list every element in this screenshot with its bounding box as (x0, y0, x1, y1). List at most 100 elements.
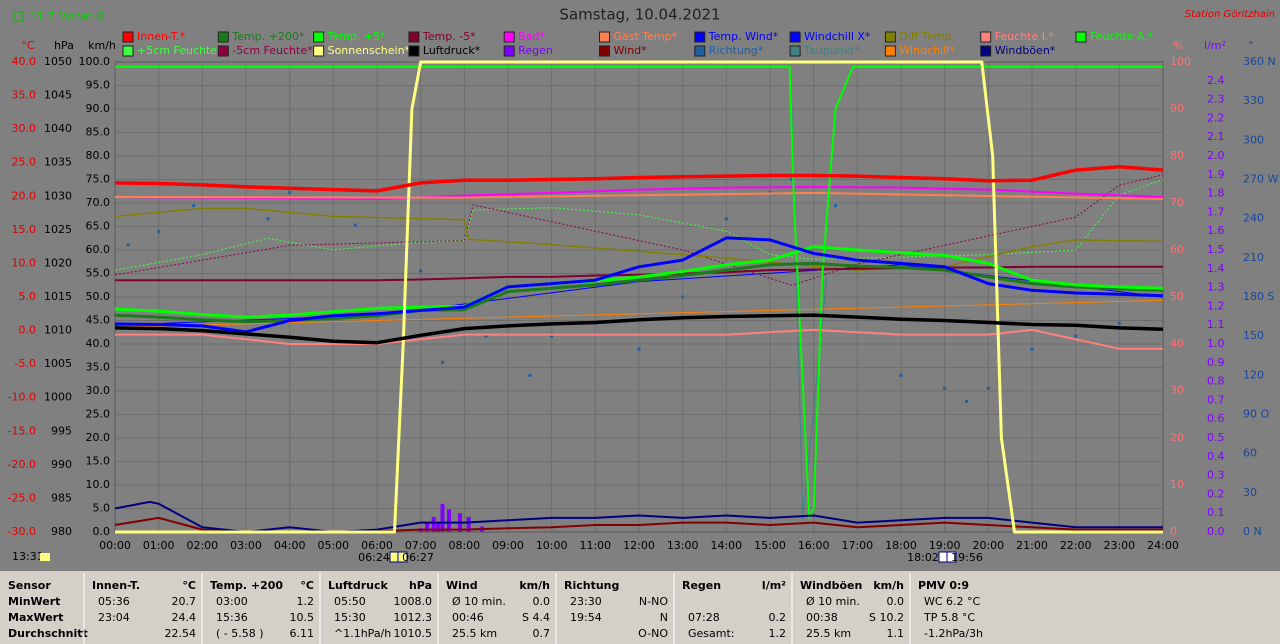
y-tick-label: 65.0 (86, 220, 111, 233)
legend-label: Temp. +200* (231, 30, 305, 43)
y-tick-label: 0.5 (1207, 431, 1225, 444)
y-tick-label: -20.0 (8, 458, 36, 471)
direction-dot (1074, 334, 1078, 338)
y-tick-label: 10.0 (86, 478, 111, 491)
table-cell: TP 5.8 °C (923, 611, 975, 624)
y-tick-label: 10.0 (12, 256, 37, 269)
direction-dot (288, 191, 292, 195)
x-tick-label: 15:00 (754, 539, 786, 552)
direction-dot (266, 217, 270, 221)
y-tick-label: 15.0 (86, 455, 111, 468)
table-header: PMV 0:9 (918, 579, 969, 592)
y-tick-label: 0.4 (1207, 450, 1225, 463)
y-tick-label: -15.0 (8, 424, 36, 437)
y-tick-label: 5.0 (19, 290, 37, 303)
table-unit: l/m² (762, 579, 786, 592)
legend-label: Temp. +5* (327, 30, 387, 43)
y-tick-label: 0.3 (1207, 469, 1225, 482)
y-tick-label: 1050 (44, 55, 72, 68)
series-line (114, 236, 1164, 334)
table-cell: 05:50 (334, 595, 366, 608)
y-tick-label: 270 W (1243, 173, 1278, 186)
current-time: 13:31 (12, 550, 44, 563)
y-tick-label: 60.0 (86, 243, 111, 256)
table-header: Regen (682, 579, 721, 592)
y-tick-label: 1.4 (1207, 262, 1225, 275)
y-tick-label: 1.1 (1207, 318, 1225, 331)
y-tick-label: 30.0 (86, 384, 111, 397)
legend-label: Windchill* (899, 44, 955, 57)
direction-dot (965, 399, 968, 403)
y-tick-label: 1.6 (1207, 224, 1225, 237)
y-tick-label: 55.0 (86, 267, 111, 280)
table-cell: 0.0 (533, 595, 551, 608)
sun-event-time: 19:56 (951, 551, 983, 564)
y-tick-label: 1030 (44, 189, 72, 202)
x-tick-label: 03:00 (230, 539, 262, 552)
y-tick-label: 40.0 (12, 55, 37, 68)
y-tick-label: 0 (1170, 525, 1177, 538)
direction-dot (441, 360, 444, 364)
legend-label: Windchill X* (804, 30, 871, 43)
y-tick-label: 30.0 (12, 122, 37, 135)
y-tick-label: 70.0 (86, 196, 111, 209)
y-tick-label: 50.0 (86, 290, 111, 303)
y-tick-label: 25.0 (86, 408, 111, 421)
y-tick-label: 35.0 (86, 361, 111, 374)
y-tick-label: 90 (1170, 102, 1184, 115)
legend-swatch (313, 45, 325, 57)
table-cell: 22.54 (165, 627, 197, 640)
y-tick-label: 70 (1170, 196, 1184, 209)
table-unit: km/h (519, 579, 550, 592)
y-tick-label: 90.0 (86, 102, 111, 115)
y-tick-label: 35.0 (12, 89, 37, 102)
legend-swatch (1075, 31, 1087, 43)
legend-swatch (789, 45, 801, 57)
axis-unit: km/h (88, 39, 116, 52)
legend-swatch (217, 31, 229, 43)
y-tick-label: 0.8 (1207, 375, 1225, 388)
table-cell: 05:36 (98, 595, 130, 608)
table-cell: 23:30 (570, 595, 602, 608)
y-tick-label: -30.0 (8, 525, 36, 538)
x-tick-label: 09:00 (492, 539, 524, 552)
table-cell: S 10.2 (869, 611, 904, 624)
table-cell: ^1.1hPa/h (334, 627, 391, 640)
rain-bar (425, 522, 430, 532)
direction-dot (126, 243, 130, 247)
y-tick-label: 1025 (44, 223, 72, 236)
y-tick-label: 1005 (44, 357, 72, 370)
axis-unit: °C (21, 39, 35, 52)
series-line (114, 179, 1164, 271)
legend-swatch (694, 45, 706, 57)
legend-swatch (408, 45, 420, 57)
series-line (115, 65, 1163, 519)
table-header: Luftdruck (328, 579, 389, 592)
legend-swatch (122, 31, 134, 43)
direction-dot (1030, 347, 1034, 351)
x-tick-label: 14:00 (710, 539, 742, 552)
direction-dot (834, 204, 837, 208)
direction-dot (550, 334, 554, 338)
y-tick-label: 1.9 (1207, 168, 1225, 181)
axis-unit: l/m² (1204, 39, 1226, 52)
y-tick-label: 0.6 (1207, 412, 1225, 425)
station-name: Station Göritzhain (1185, 9, 1275, 20)
direction-dot (484, 334, 488, 338)
legend-swatch (217, 45, 229, 57)
table-unit: °C (182, 579, 196, 592)
y-tick-label: 995 (51, 424, 72, 437)
legend-swatch (980, 31, 992, 43)
direction-dot (1117, 321, 1121, 325)
table-cell: 23:04 (98, 611, 130, 624)
y-tick-label: 85.0 (86, 126, 111, 139)
y-tick-label: 240 (1243, 212, 1264, 225)
table-cell: 0.2 (769, 611, 787, 624)
legend-label: Diff Temp. (899, 30, 954, 43)
y-tick-label: 0.0 (19, 324, 37, 337)
table-cell: 25.5 km (452, 627, 497, 640)
y-tick-label: 990 (51, 458, 72, 471)
table-cell: 1010.5 (394, 627, 433, 640)
